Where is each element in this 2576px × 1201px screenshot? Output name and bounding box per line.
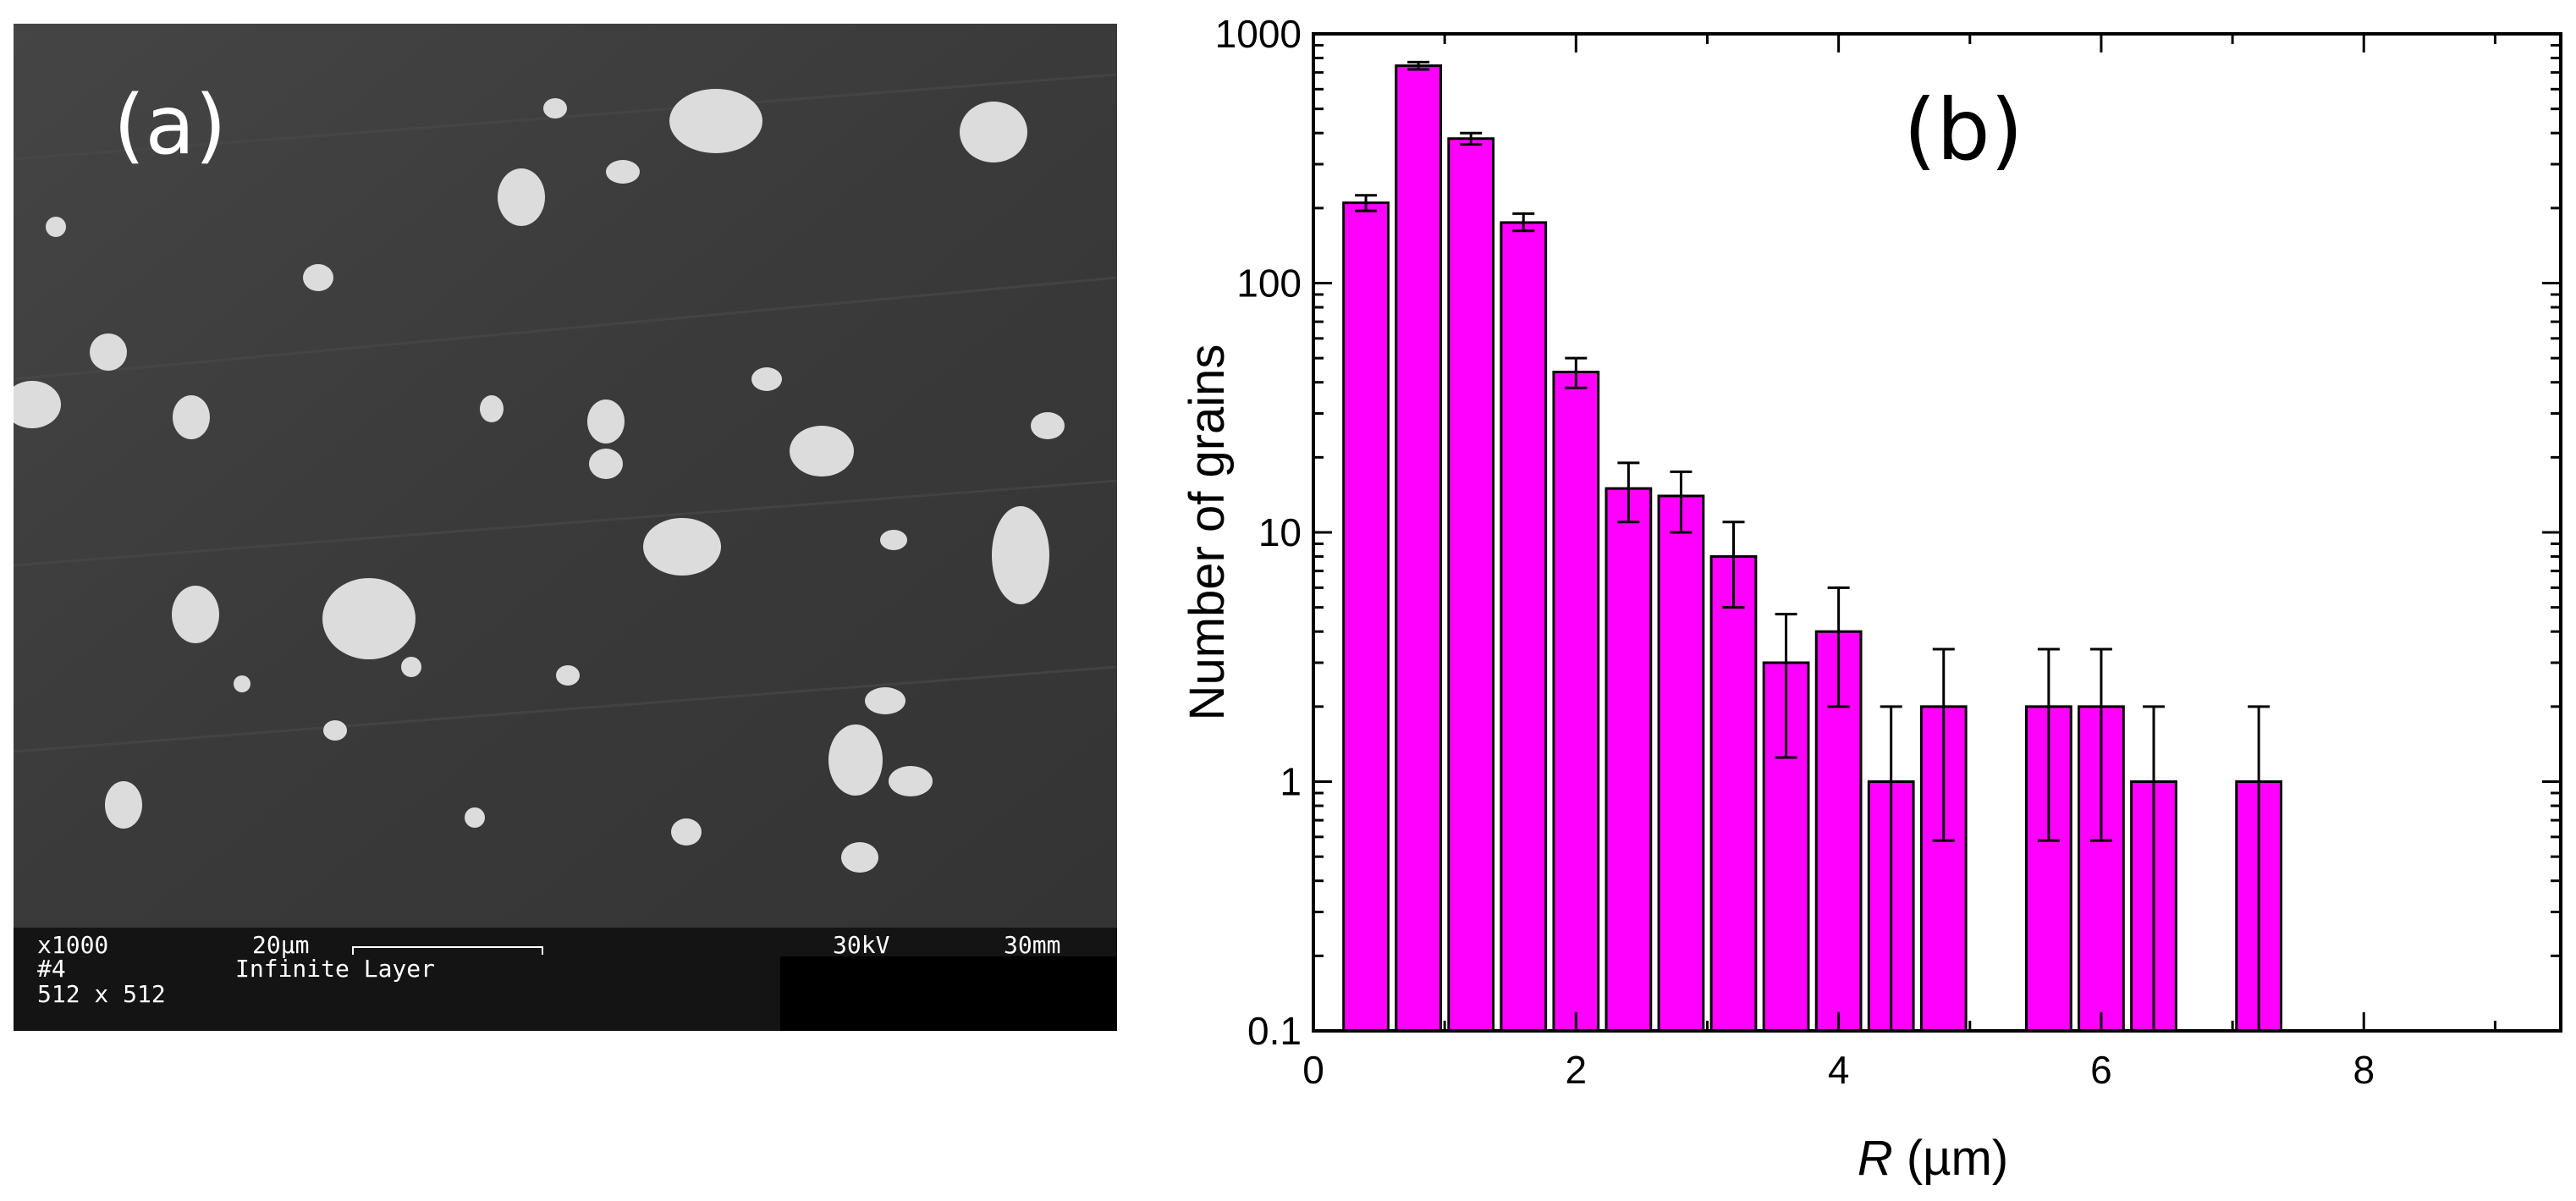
grain-particle bbox=[790, 426, 854, 477]
x-axis-variable: R bbox=[1858, 1131, 1893, 1186]
grain-particle bbox=[401, 657, 421, 677]
y-axis-label: Number of grains bbox=[1180, 344, 1235, 721]
grain-particle bbox=[671, 818, 702, 846]
bar bbox=[1709, 555, 1758, 1033]
y-tick-label: 1000 bbox=[1215, 12, 1302, 56]
grain-particle bbox=[1031, 412, 1065, 439]
y-tick-label: 0.1 bbox=[1247, 1009, 1302, 1053]
bar bbox=[1500, 221, 1548, 1033]
grain-particle bbox=[880, 530, 907, 550]
error-bar bbox=[1565, 356, 1588, 389]
grain-particle bbox=[173, 395, 210, 439]
grain-particle bbox=[587, 399, 625, 443]
bar bbox=[1657, 494, 1705, 1033]
error-bar bbox=[1827, 586, 1850, 708]
grain-particle bbox=[172, 586, 219, 643]
scale-text: 20µm bbox=[252, 931, 310, 959]
tick-labels-layer: 0 2 4 6 8 0.1 1 10 100 1000 bbox=[1215, 12, 2375, 1092]
grain-particle bbox=[303, 264, 333, 291]
y-tick-label: 100 bbox=[1236, 262, 1302, 306]
error-bars-layer bbox=[1355, 60, 2271, 1031]
grain-particle bbox=[992, 506, 1049, 604]
grain-particle bbox=[498, 168, 545, 226]
x-tick-label: 2 bbox=[1566, 1048, 1588, 1092]
voltage-text: 30kV bbox=[833, 931, 890, 959]
grain-particle bbox=[751, 367, 782, 391]
error-bar bbox=[2248, 705, 2271, 1031]
x-tick-label: 4 bbox=[1828, 1048, 1850, 1092]
grain-particle bbox=[465, 807, 485, 828]
x-axis-label: R (µm) bbox=[1858, 1131, 2008, 1186]
grain-particle bbox=[543, 98, 567, 118]
grain-particle bbox=[556, 665, 580, 686]
bar bbox=[1342, 201, 1390, 1033]
grain-particle bbox=[828, 724, 883, 796]
error-bar bbox=[1880, 705, 1902, 1031]
magnification-text: x1000 bbox=[37, 931, 109, 959]
grain-particle bbox=[234, 675, 250, 692]
x-tick-label: 6 bbox=[2090, 1048, 2112, 1092]
y-tick-label: 10 bbox=[1258, 510, 1302, 554]
grain-particle bbox=[606, 160, 640, 184]
error-bar bbox=[1722, 521, 1745, 609]
error-bar bbox=[2143, 705, 2166, 1031]
grain-particles bbox=[14, 89, 1065, 873]
grain-particle bbox=[480, 395, 504, 422]
grain-particle bbox=[105, 781, 142, 829]
error-bar bbox=[1512, 212, 1535, 233]
sem-micrograph-panel: (a) x1000 20µm 30kV 30mm #4 Infinite Lay… bbox=[14, 24, 1117, 1031]
error-bar bbox=[1355, 194, 1378, 212]
grain-particle bbox=[90, 333, 127, 371]
ticks-layer bbox=[1312, 32, 2561, 1033]
bar bbox=[1395, 64, 1443, 1033]
x-axis-unit: (µm) bbox=[1893, 1131, 2008, 1186]
error-bar bbox=[2037, 647, 2060, 842]
grain-particle bbox=[669, 89, 762, 153]
error-bar bbox=[1775, 613, 1797, 759]
error-bar bbox=[1460, 131, 1483, 146]
panel-label-a: (a) bbox=[113, 78, 227, 173]
sample-text: #4 bbox=[37, 955, 66, 983]
resolution-text: 512 x 512 bbox=[37, 980, 166, 1008]
working-distance-text: 30mm bbox=[1004, 931, 1061, 959]
error-bar bbox=[2089, 647, 2112, 842]
scale-bar bbox=[352, 946, 543, 955]
bar bbox=[1552, 371, 1600, 1033]
grain-particle bbox=[643, 518, 721, 576]
grain-particle bbox=[960, 102, 1027, 163]
grain-particle bbox=[589, 449, 623, 479]
grain-particle bbox=[322, 578, 416, 659]
error-bar bbox=[1670, 470, 1693, 534]
error-bar bbox=[1407, 60, 1430, 71]
grain-particle bbox=[46, 217, 66, 237]
grain-particle bbox=[14, 381, 61, 428]
panel-label-b: (b) bbox=[1903, 80, 2023, 179]
grain-particle bbox=[841, 842, 878, 873]
error-bar bbox=[1932, 647, 1955, 842]
layer-text: Infinite Layer bbox=[235, 955, 436, 983]
sem-info-bar: x1000 20µm 30kV 30mm #4 Infinite Layer 5… bbox=[14, 928, 1117, 1031]
bar bbox=[1447, 137, 1495, 1033]
y-tick-label: 1 bbox=[1280, 760, 1302, 804]
bar bbox=[1604, 487, 1653, 1033]
grain-particle bbox=[323, 720, 347, 741]
x-tick-label: 0 bbox=[1302, 1048, 1324, 1092]
bars-layer bbox=[1342, 64, 2283, 1033]
error-bar bbox=[1617, 461, 1640, 524]
info-black-box bbox=[780, 956, 1117, 1031]
x-tick-label: 8 bbox=[2353, 1048, 2375, 1092]
grain-particle bbox=[865, 687, 905, 714]
sem-image bbox=[14, 24, 1117, 928]
grain-particle bbox=[889, 766, 933, 796]
